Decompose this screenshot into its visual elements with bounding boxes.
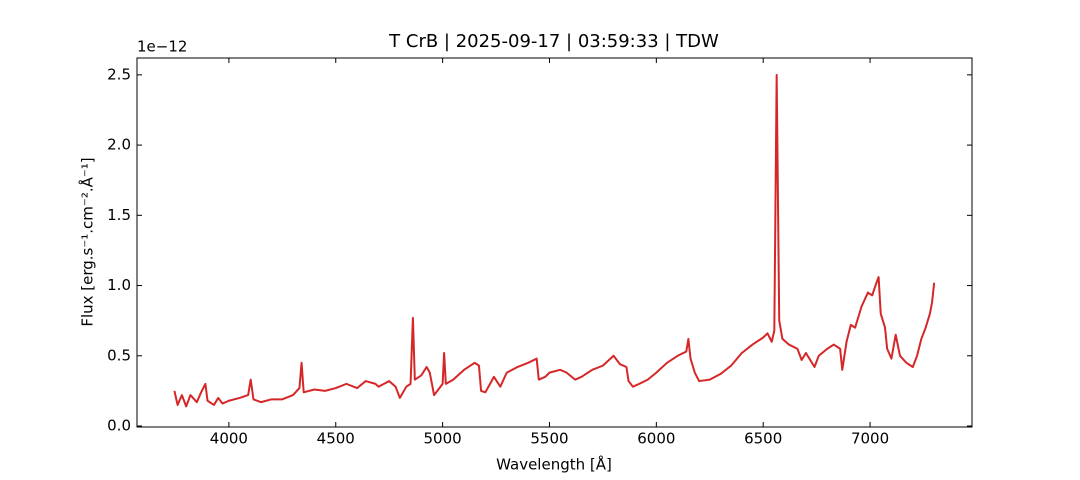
y-tick-label: 1.0: [107, 276, 131, 294]
x-tick-label: 4000: [210, 430, 248, 448]
y-tick-label: 1.5: [107, 206, 131, 224]
y-offset-text: 1e−12: [137, 38, 187, 56]
y-axis-label: Flux [erg.s⁻¹.cm⁻².Å⁻¹]: [78, 157, 97, 326]
y-tick-label: 0.5: [107, 346, 131, 364]
x-tick-label: 5500: [530, 430, 568, 448]
y-tick-label: 2.0: [107, 136, 131, 154]
y-tick-label: 2.5: [107, 65, 131, 83]
x-tick-label: 7000: [851, 430, 889, 448]
spectrum-line: [173, 73, 936, 408]
x-tick-label: 6500: [744, 430, 782, 448]
x-axis-label: Wavelength [Å]: [496, 455, 612, 474]
plot-frame: [136, 57, 973, 428]
x-tick-label: 6000: [637, 430, 675, 448]
x-tick-label: 5000: [424, 430, 462, 448]
chart-title: T CrB | 2025-09-17 | 03:59:33 | TDW: [388, 31, 719, 52]
x-tick-label: 4500: [317, 430, 355, 448]
y-tick-label: 0.0: [107, 417, 131, 435]
